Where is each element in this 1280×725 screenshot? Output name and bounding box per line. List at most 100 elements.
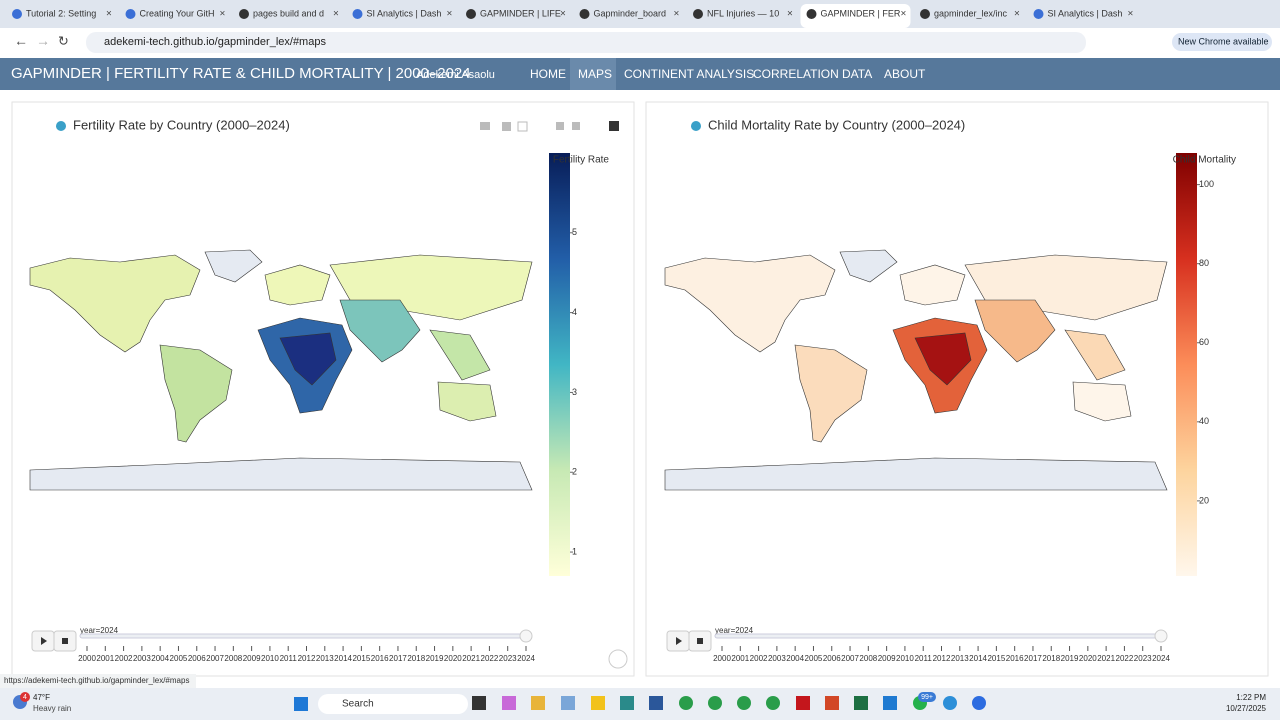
slider-year: 2016 xyxy=(371,654,389,663)
country-region[interactable] xyxy=(29,457,533,491)
country-region[interactable] xyxy=(664,457,1168,491)
country-region[interactable] xyxy=(1072,381,1132,422)
country-region[interactable] xyxy=(974,299,1056,363)
search-box[interactable] xyxy=(318,694,468,714)
slider-year: 2013 xyxy=(951,654,969,663)
back-button[interactable]: ← xyxy=(14,33,28,49)
app[interactable] xyxy=(531,696,545,710)
nav-link[interactable]: CONTINENT ANALYSIS xyxy=(624,67,754,81)
site-title[interactable]: GAPMINDER | FERTILITY RATE & CHILD MORTA… xyxy=(11,65,471,82)
slider-year: 2016 xyxy=(1006,654,1024,663)
mode-select[interactable] xyxy=(517,121,528,132)
tab-title[interactable]: GAPMINDER | LIFE xyxy=(480,8,561,18)
tab-title[interactable]: Tutorial 2: Setting xyxy=(26,8,96,18)
slider-year: 2015 xyxy=(352,654,370,663)
app[interactable] xyxy=(825,696,839,710)
slider-year: 2020 xyxy=(444,654,462,663)
tab-title[interactable]: pages build and d xyxy=(253,8,324,18)
colorbar-tick-label: 40 xyxy=(1199,416,1209,426)
slider-year: 2010 xyxy=(896,654,914,663)
tab-close[interactable]: × xyxy=(220,9,226,20)
tab-title[interactable]: SI Analytics | Dash xyxy=(367,8,442,18)
mode-pan[interactable] xyxy=(502,122,511,131)
app[interactable] xyxy=(883,696,897,710)
mode-zoom-in[interactable] xyxy=(556,122,564,130)
mode-plotly[interactable] xyxy=(609,121,619,131)
tab-close[interactable]: × xyxy=(447,9,453,20)
country-region[interactable] xyxy=(159,344,233,443)
slider-year: 2014 xyxy=(969,654,987,663)
nav-link[interactable]: DATA xyxy=(842,67,872,81)
country-region[interactable] xyxy=(794,344,868,443)
tab-title[interactable]: SI Analytics | Dash xyxy=(1048,8,1123,18)
update-chip[interactable] xyxy=(1172,33,1272,51)
app[interactable] xyxy=(943,696,957,710)
app[interactable] xyxy=(972,696,986,710)
tab-strip xyxy=(0,0,1280,28)
country-region[interactable] xyxy=(1064,329,1126,381)
slider-year: 2019 xyxy=(1061,654,1079,663)
app[interactable] xyxy=(502,696,516,710)
country-region[interactable] xyxy=(664,254,836,353)
tab-close[interactable]: × xyxy=(901,9,907,20)
tab-title[interactable]: GAPMINDER | FER xyxy=(821,8,901,18)
country-region[interactable] xyxy=(339,299,421,363)
tab-close[interactable]: × xyxy=(560,9,566,20)
country-region[interactable] xyxy=(264,264,331,306)
nav-link[interactable]: ABOUT xyxy=(884,67,926,81)
update-text[interactable]: New Chrome available xyxy=(1178,36,1269,46)
nav-link[interactable]: HOME xyxy=(530,67,566,81)
slider-handle[interactable] xyxy=(519,629,533,643)
slider-handle[interactable] xyxy=(1154,629,1168,643)
tab-title[interactable]: gapminder_lex/inc xyxy=(934,8,1008,18)
tab-close[interactable]: × xyxy=(106,9,112,20)
colorbar-tick-label: 100 xyxy=(1199,179,1214,189)
tab-close[interactable]: × xyxy=(1014,9,1020,20)
country-region[interactable] xyxy=(29,254,201,353)
app[interactable] xyxy=(679,696,693,710)
tab-close[interactable]: × xyxy=(1128,9,1134,20)
country-region[interactable] xyxy=(899,264,966,306)
start-button[interactable] xyxy=(294,697,308,711)
weather: Heavy rain xyxy=(33,704,71,713)
country-region[interactable] xyxy=(279,332,337,386)
app[interactable] xyxy=(796,696,810,710)
country-region[interactable] xyxy=(429,329,491,381)
country-region[interactable] xyxy=(437,381,497,422)
slider-year: 2007 xyxy=(206,654,224,663)
mode-camera[interactable] xyxy=(480,122,490,130)
tab-icon xyxy=(466,9,476,19)
app[interactable] xyxy=(649,696,663,710)
app[interactable] xyxy=(737,696,751,710)
fullscreen-button[interactable] xyxy=(608,649,628,669)
tab-close[interactable]: × xyxy=(787,9,793,20)
slider-year: 2019 xyxy=(426,654,444,663)
app[interactable] xyxy=(620,696,634,710)
tab-close[interactable]: × xyxy=(333,9,339,20)
app[interactable] xyxy=(854,696,868,710)
tab-icon xyxy=(352,9,363,19)
map-title: Child Mortality Rate by Country (2000–20… xyxy=(708,117,965,132)
country-region[interactable] xyxy=(914,332,972,386)
country-region[interactable] xyxy=(839,249,898,283)
app[interactable] xyxy=(591,696,605,710)
app[interactable] xyxy=(561,696,575,710)
reload-button[interactable]: ↻ xyxy=(58,33,69,48)
app[interactable] xyxy=(708,696,722,710)
tab-title[interactable]: NFL Injuries — 10 xyxy=(707,8,779,18)
country-region[interactable] xyxy=(204,249,263,283)
tab-title[interactable]: Gapminder_board xyxy=(594,8,667,18)
url[interactable]: adekemi-tech.github.io/gapminder_lex/#ma… xyxy=(104,36,326,48)
app[interactable] xyxy=(472,696,486,710)
tab-close[interactable]: × xyxy=(674,9,680,20)
nav-link[interactable]: CORRELATION xyxy=(753,67,839,81)
tab-title[interactable]: Creating Your GitH xyxy=(140,8,215,18)
omnibox[interactable] xyxy=(86,32,1086,53)
slider-year: 2012 xyxy=(298,654,316,663)
mode-zoom-out[interactable] xyxy=(572,122,580,130)
colorbar-tick-label: 5 xyxy=(572,227,577,237)
search-label[interactable]: Search xyxy=(342,699,374,710)
app[interactable] xyxy=(766,696,780,710)
nav-link[interactable]: MAPS xyxy=(578,67,612,81)
forward-button[interactable]: → xyxy=(36,33,50,49)
